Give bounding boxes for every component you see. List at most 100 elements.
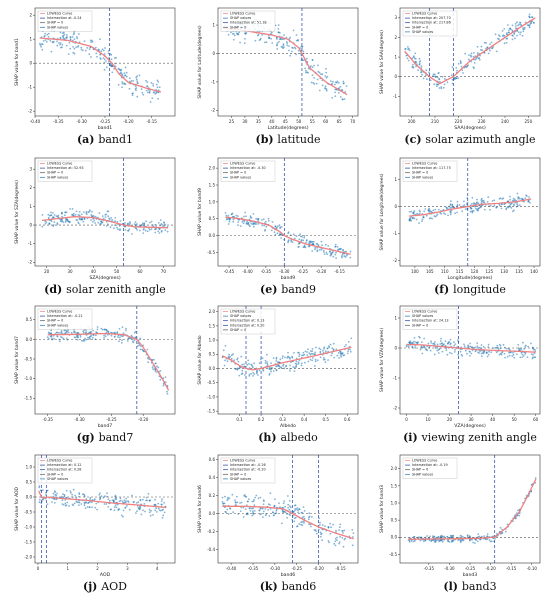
- shap-point: [330, 80, 332, 82]
- shap-point: [515, 27, 517, 29]
- shap-point: [144, 229, 147, 232]
- shap-point: [124, 66, 127, 69]
- shap-point: [253, 225, 255, 228]
- x-tick-label: 250: [525, 119, 533, 124]
- legend-box: [220, 457, 276, 484]
- shap-point: [530, 353, 533, 356]
- shap-point: [410, 210, 413, 213]
- shap-point: [110, 217, 113, 219]
- shap-point: [246, 220, 248, 223]
- shap-point: [518, 204, 521, 207]
- shap-point: [295, 508, 298, 511]
- shap-point: [101, 215, 104, 218]
- shap-point: [307, 71, 309, 74]
- shap-point: [101, 221, 104, 224]
- shap-point: [429, 79, 432, 82]
- shap-point: [452, 534, 454, 537]
- shap-point: [328, 345, 330, 347]
- shap-point: [311, 350, 314, 353]
- shap-point: [469, 355, 471, 357]
- shap-point: [158, 232, 161, 234]
- shap-point: [157, 366, 160, 369]
- shap-point: [44, 32, 47, 35]
- shap-point: [531, 356, 534, 359]
- shap-point: [461, 69, 464, 71]
- shap-point: [251, 514, 254, 517]
- shap-point: [221, 496, 224, 499]
- shap-point: [153, 358, 155, 361]
- shap-point: [350, 337, 353, 340]
- shap-point: [343, 98, 346, 100]
- shap-point: [82, 330, 84, 333]
- shap-point: [300, 362, 303, 365]
- shap-point: [247, 222, 250, 225]
- subplot-caption: (a) band1: [77, 133, 133, 146]
- shap-point: [303, 520, 305, 523]
- shap-point: [224, 495, 226, 498]
- shap-point: [243, 363, 245, 365]
- subplot-caption: (l) band3: [443, 580, 496, 593]
- shap-point: [478, 352, 481, 354]
- shap-point: [504, 530, 507, 533]
- shap-point: [229, 356, 232, 358]
- shap-point: [423, 210, 426, 213]
- shap-point: [102, 49, 105, 52]
- shap-point: [343, 82, 345, 84]
- caption-text: band1: [98, 133, 133, 146]
- shap-point: [303, 522, 305, 524]
- y-tick-label: 0: [212, 51, 215, 56]
- shap-point: [256, 374, 259, 376]
- shap-point: [156, 79, 159, 82]
- shap-point: [83, 329, 85, 331]
- shap-point: [339, 85, 342, 88]
- shap-point: [119, 334, 122, 337]
- shap-point: [95, 52, 98, 55]
- lowess-curve: [225, 216, 351, 255]
- y-tick-label: -1.0: [24, 524, 32, 529]
- shap-point: [350, 350, 352, 353]
- shap-point: [45, 221, 48, 224]
- shap-point: [321, 73, 324, 76]
- shap-point: [307, 245, 310, 248]
- x-tick-label: 60: [323, 119, 329, 124]
- shap-point: [113, 500, 115, 503]
- shap-point: [226, 499, 229, 502]
- shap-point: [61, 495, 63, 498]
- shap-point: [294, 508, 296, 510]
- shap-point: [474, 542, 476, 544]
- shap-point: [104, 214, 107, 216]
- x-tick-label: 50: [296, 119, 302, 124]
- shap-point: [509, 195, 511, 198]
- shap-point: [236, 357, 239, 360]
- shap-point: [242, 506, 245, 509]
- x-tick-label: -0.45: [224, 269, 235, 274]
- shap-point: [454, 212, 456, 215]
- shap-point: [457, 353, 460, 356]
- x-tick-label: 65: [337, 119, 343, 124]
- shap-point: [305, 241, 307, 244]
- y-tick-label: -0.5: [24, 356, 32, 361]
- shap-point: [508, 31, 510, 34]
- legend-box: [37, 160, 93, 182]
- shap-point: [154, 92, 157, 95]
- shap-point: [297, 511, 299, 514]
- shap-point: [119, 220, 122, 222]
- shap-point: [321, 244, 323, 247]
- shap-point: [506, 32, 508, 34]
- shap-point: [64, 329, 67, 332]
- shap-point: [486, 201, 489, 203]
- shap-point: [462, 536, 464, 538]
- shap-point: [41, 225, 44, 228]
- shap-point: [250, 222, 253, 225]
- shap-point: [498, 353, 501, 356]
- shap-point: [229, 507, 231, 509]
- shap-point: [414, 346, 416, 349]
- shap-point: [287, 495, 289, 497]
- shap-point: [126, 340, 129, 342]
- shap-point: [503, 28, 506, 30]
- legend-entry: SHAP = 0: [412, 171, 428, 175]
- shap-point: [91, 41, 94, 43]
- shap-point: [54, 493, 56, 496]
- shap-point: [409, 537, 411, 539]
